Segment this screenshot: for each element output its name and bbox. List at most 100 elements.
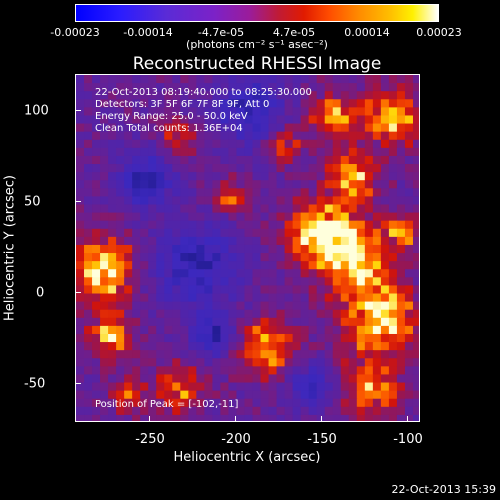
heatmap-cell: [388, 220, 398, 230]
heatmap-cell: [196, 285, 205, 295]
heatmap-cell: [228, 382, 238, 392]
heatmap-cell: [204, 75, 213, 84]
heatmap-cell: [220, 155, 230, 165]
heatmap-cell: [372, 131, 382, 141]
heatmap-cell: [380, 139, 390, 149]
heatmap-cell: [180, 333, 189, 343]
heatmap-cell: [404, 115, 414, 125]
heatmap-cell: [412, 212, 419, 222]
heatmap-cell: [76, 155, 85, 165]
heatmap-cell: [308, 228, 318, 238]
heatmap-cell: [164, 212, 173, 222]
heatmap-cell: [140, 91, 149, 100]
heatmap-cell: [300, 75, 310, 84]
heatmap-cell: [404, 261, 414, 270]
heatmap-cell: [340, 285, 350, 295]
heatmap-cell: [188, 350, 197, 359]
heatmap-cell: [132, 325, 141, 335]
heatmap-cell: [388, 75, 398, 84]
heatmap-cell: [92, 309, 101, 319]
heatmap-cell: [244, 342, 254, 351]
heatmap-cell: [148, 188, 157, 197]
heatmap-cell: [220, 131, 230, 141]
heatmap-cell: [356, 75, 366, 84]
heatmap-cell: [356, 414, 366, 421]
heatmap-cell: [404, 75, 414, 84]
heatmap-cell: [108, 115, 117, 125]
heatmap-cell: [260, 123, 270, 133]
heatmap-cell: [332, 123, 342, 133]
heatmap-cell: [156, 285, 165, 295]
heatmap-cell: [108, 293, 117, 303]
heatmap-cell: [140, 374, 149, 384]
heatmap-cell: [348, 220, 358, 230]
heatmap-cell: [244, 261, 254, 270]
heatmap-cell: [92, 228, 101, 238]
heatmap-cell: [412, 342, 419, 351]
heatmap-cell: [140, 204, 149, 214]
heatmap-cell: [260, 293, 270, 303]
heatmap-cell: [204, 172, 213, 181]
heatmap-cell: [156, 220, 165, 230]
heatmap-cell: [100, 309, 109, 319]
heatmap-cell: [348, 236, 358, 246]
y-tick-label: 0: [36, 285, 45, 301]
heatmap-cell: [100, 277, 109, 287]
heatmap-cell: [292, 107, 302, 117]
heatmap-cell: [364, 107, 374, 117]
heatmap-cell: [196, 398, 205, 408]
heatmap-cell: [348, 293, 358, 303]
heatmap-cell: [164, 253, 173, 262]
heatmap-cell: [284, 390, 294, 400]
heatmap-cell: [84, 75, 93, 84]
heatmap-cell: [412, 155, 419, 165]
heatmap-cell: [396, 164, 406, 173]
heatmap-cell: [268, 269, 278, 278]
heatmap-cell: [412, 414, 419, 421]
heatmap-cell: [172, 285, 181, 295]
heatmap-cell: [84, 115, 93, 125]
heatmap-cell: [380, 374, 390, 384]
heatmap-cell: [276, 236, 286, 246]
heatmap-cell: [164, 325, 173, 335]
heatmap-cell: [132, 374, 141, 384]
heatmap-cell: [372, 212, 382, 222]
heatmap-cell: [284, 147, 294, 157]
heatmap-cell: [260, 155, 270, 165]
heatmap-cell: [100, 91, 109, 100]
heatmap-cell: [188, 366, 197, 376]
heatmap-cell: [284, 253, 294, 262]
heatmap-cell: [236, 196, 246, 206]
heatmap-cell: [156, 261, 165, 270]
heatmap-cell: [268, 261, 278, 270]
heatmap-cell: [260, 164, 270, 173]
heatmap-cell: [92, 139, 101, 149]
heatmap-cell: [404, 164, 414, 173]
heatmap-cell: [100, 196, 109, 206]
heatmap-cell: [188, 358, 197, 367]
heatmap-cell: [252, 406, 262, 416]
heatmap-cell: [284, 269, 294, 278]
heatmap-cell: [284, 325, 294, 335]
heatmap-cell: [188, 164, 197, 173]
heatmap-cell: [108, 131, 117, 141]
heatmap-cell: [276, 414, 286, 421]
heatmap-cell: [84, 269, 93, 278]
heatmap-cell: [212, 99, 222, 108]
heatmap-cell: [340, 75, 350, 84]
heatmap-cell: [340, 212, 350, 222]
heatmap-cell: [372, 172, 382, 181]
heatmap-cell: [276, 253, 286, 262]
heatmap-cell: [332, 253, 342, 262]
heatmap-cell: [396, 350, 406, 359]
heatmap-cell: [340, 155, 350, 165]
heatmap-cell: [76, 115, 85, 125]
heatmap-cell: [124, 204, 133, 214]
heatmap-cell: [316, 253, 326, 262]
heatmap-cell: [412, 358, 419, 367]
heatmap-cell: [196, 309, 205, 319]
heatmap-cell: [156, 333, 165, 343]
heatmap-cell: [76, 261, 85, 270]
heatmap-cell: [380, 75, 390, 84]
heatmap-cell: [300, 301, 310, 311]
